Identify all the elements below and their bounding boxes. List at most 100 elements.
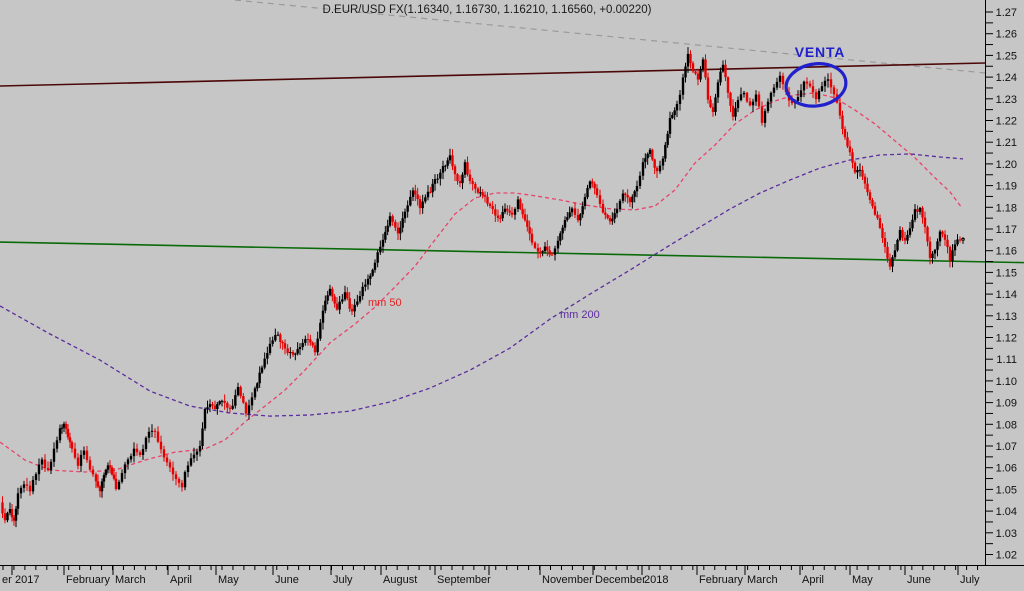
candle-body: [298, 347, 302, 350]
price-label: 1.04: [996, 506, 1017, 518]
candle-body: [466, 162, 469, 175]
candle-body: [631, 196, 634, 203]
candle-body: [721, 64, 725, 72]
horizontal-resistance-maroon[interactable]: [0, 62, 986, 87]
candle-body: [539, 251, 542, 253]
candle-body: [956, 239, 959, 245]
candle-body: [431, 183, 434, 193]
candle-body: [559, 233, 562, 241]
candle-body: [25, 484, 29, 486]
candle-body: [689, 53, 692, 64]
candle-body: [928, 241, 932, 259]
candles-layer[interactable]: [1, 47, 965, 528]
descending-resistance-dashed[interactable]: [234, 0, 986, 74]
candle-body: [180, 482, 184, 488]
candle-body: [618, 200, 622, 210]
candle-body: [213, 405, 217, 410]
time-axis[interactable]: er 2017 February March April May June July Augus…: [0, 565, 1024, 587]
candle-body: [468, 174, 472, 182]
candle-body: [411, 190, 415, 197]
candle-body: [641, 162, 645, 176]
candle-body: [429, 191, 432, 193]
price-label: 1.08: [996, 419, 1017, 431]
candle-body: [52, 448, 56, 462]
candle-body: [326, 295, 329, 301]
candle-body: [724, 64, 727, 78]
candle-body: [66, 428, 70, 438]
candle-body: [658, 165, 662, 172]
candle-body: [64, 423, 68, 429]
candle-body: [394, 221, 397, 228]
candle-body: [123, 464, 127, 474]
candle-body: [451, 155, 454, 167]
candle-body: [126, 459, 130, 465]
candle-body: [823, 80, 827, 87]
candle-body: [898, 229, 902, 240]
candle-body: [655, 167, 659, 172]
candle-body: [343, 292, 347, 300]
candle-body: [174, 474, 178, 480]
moving-average-200[interactable]: [0, 153, 964, 417]
candle-body: [583, 197, 587, 207]
candle-body: [714, 97, 717, 112]
month-label: 2017: [15, 574, 39, 586]
candle-body: [319, 322, 322, 339]
candle-body: [878, 218, 882, 229]
candle-body: [496, 215, 500, 218]
candle-body: [716, 82, 720, 98]
candle-body: [88, 460, 92, 470]
candle-body: [546, 246, 549, 251]
candle-body: [274, 335, 277, 341]
candle-body: [608, 217, 612, 222]
candle-body: [626, 195, 629, 198]
candle-body: [526, 220, 529, 227]
candle-body: [96, 481, 100, 487]
candle-body: [906, 234, 909, 241]
candle-body: [356, 301, 359, 305]
price-axis[interactable]: 1.27 1.26 1.25 1.24 1.23 1.22 1.21 1.20 1.19 1.18…: [985, 0, 1018, 566]
candle-body: [306, 339, 310, 341]
candle-body: [49, 461, 53, 471]
candle-body: [576, 214, 580, 221]
candle-body: [646, 153, 649, 159]
sell-zone-ellipse[interactable]: [783, 60, 848, 110]
candle-body: [814, 92, 818, 100]
candle-body: [153, 430, 157, 432]
candle-body: [769, 92, 773, 102]
price-label: 1.23: [996, 94, 1017, 106]
month-label: July: [960, 574, 980, 586]
candle-body: [671, 115, 674, 119]
candle-body: [958, 239, 962, 241]
candle-body: [593, 183, 596, 189]
candle-body: [808, 83, 812, 87]
candle-body: [379, 246, 382, 253]
candle-body: [424, 197, 427, 202]
candle-body: [14, 508, 18, 521]
candle-body: [321, 310, 325, 323]
candle-body: [704, 59, 707, 78]
candle-body: [85, 450, 89, 461]
candle-body: [541, 251, 544, 253]
candle-body: [396, 227, 400, 234]
candle-body: [911, 219, 914, 229]
price-label: 1.10: [996, 376, 1017, 388]
candle-body: [745, 92, 749, 102]
candle-body: [588, 181, 592, 188]
candle-body: [253, 388, 257, 398]
candle-body: [556, 240, 560, 249]
candle-body: [16, 493, 20, 509]
candle-body: [543, 246, 547, 252]
candle-body: [863, 176, 867, 184]
candle-body: [418, 199, 422, 209]
candle-body: [918, 207, 922, 212]
candle-body: [112, 474, 116, 479]
horizontal-support-green[interactable]: [0, 241, 1024, 264]
candle-body: [294, 353, 297, 355]
price-label: 1.24: [996, 72, 1017, 84]
candle-body: [279, 334, 282, 343]
candle-body: [563, 219, 567, 228]
candle-body: [931, 253, 934, 259]
candle-body: [46, 468, 50, 471]
